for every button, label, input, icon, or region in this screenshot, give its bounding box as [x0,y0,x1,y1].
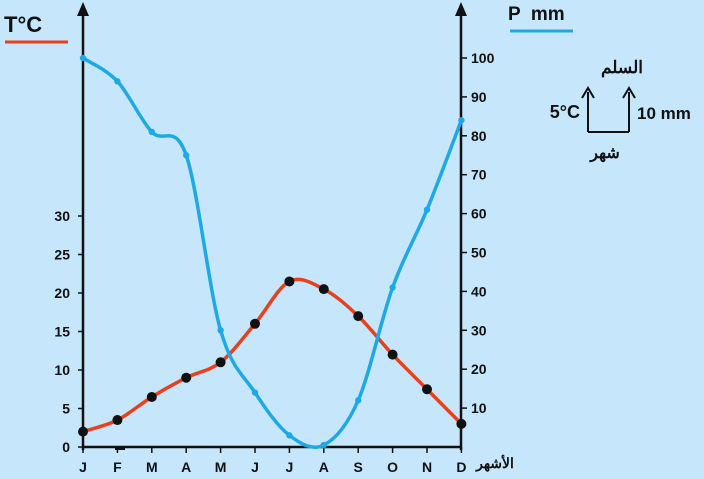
x-tick-label: A [181,459,191,475]
scale-right-arrow-head [622,86,636,99]
x-tick-label: J [286,459,294,475]
temperature-point [456,418,467,429]
temperature-point [353,311,364,322]
temperature-point [422,384,432,395]
scale-legend-title: السلم [601,58,643,78]
right-tick-label: 70 [471,167,487,183]
right-tick-label: 20 [471,361,487,377]
right-tick-label: 100 [471,50,495,66]
right-tick-label: 40 [471,283,487,299]
temperature-point [250,318,260,329]
right-axis-arrow [455,2,467,16]
left-tick-label: 25 [54,247,70,263]
left-axis-title: T°C [4,12,42,37]
left-tick-label: 20 [54,285,70,301]
scale-left-arrow-head [581,86,595,99]
right-tick-label: 30 [471,322,487,338]
precipitation-point [183,152,190,159]
precipitation-point [148,128,155,136]
precipitation-point [217,327,224,334]
x-tick-label: J [251,459,259,475]
x-tick-label: A [319,459,329,475]
temperature-line [81,277,464,434]
temperature-point [78,426,88,437]
x-tick-label: M [146,459,158,475]
right-tick-label: 50 [471,245,487,261]
precipitation-point [251,389,259,396]
right-tick-label: 10 [471,400,487,416]
precipitation-point [423,206,431,213]
left-axis-arrow [77,2,89,16]
scale-month-label: شهر [589,145,620,163]
x-tick-label: F [113,459,122,475]
left-tick-label: 30 [54,208,70,224]
temperature-point [215,357,226,368]
left-tick-label: 10 [54,362,70,378]
x-tick-label: D [456,459,466,475]
precipitation-point [114,78,121,85]
right-tick-label: 90 [471,89,487,105]
left-tick-label: 0 [62,439,70,455]
scale-legend: السلم 5°C 10 mm شهر [550,58,691,163]
x-axis-title: الأشهر [475,454,514,472]
right-tick-label: 60 [471,206,487,222]
precipitation-line [81,56,464,449]
precipitation-point [286,432,293,439]
right-axis-title: P mm [508,4,565,25]
left-tick-label: 15 [54,324,70,340]
temperature-point [284,276,295,287]
scale-temp-unit: 5°C [550,102,580,122]
temperature-point [146,391,157,402]
temperature-point [181,372,192,383]
scale-precip-unit: 10 mm [637,104,691,123]
precipitation-point [355,397,362,404]
temperature-point [318,284,329,295]
x-tick-label: S [354,459,363,475]
x-tick-label: M [215,459,227,475]
temperature-point [112,415,123,426]
precipitation-point [389,284,396,291]
temperature-point [387,349,398,360]
right-tick-label: 80 [471,128,487,144]
left-tick-label: 5 [62,401,70,417]
x-tick-label: O [387,459,398,475]
x-tick-label: N [422,459,432,475]
precipitation-point [320,441,327,449]
precipitation-point [458,117,465,124]
precipitation-point [79,54,87,62]
x-tick-label: J [79,459,87,475]
